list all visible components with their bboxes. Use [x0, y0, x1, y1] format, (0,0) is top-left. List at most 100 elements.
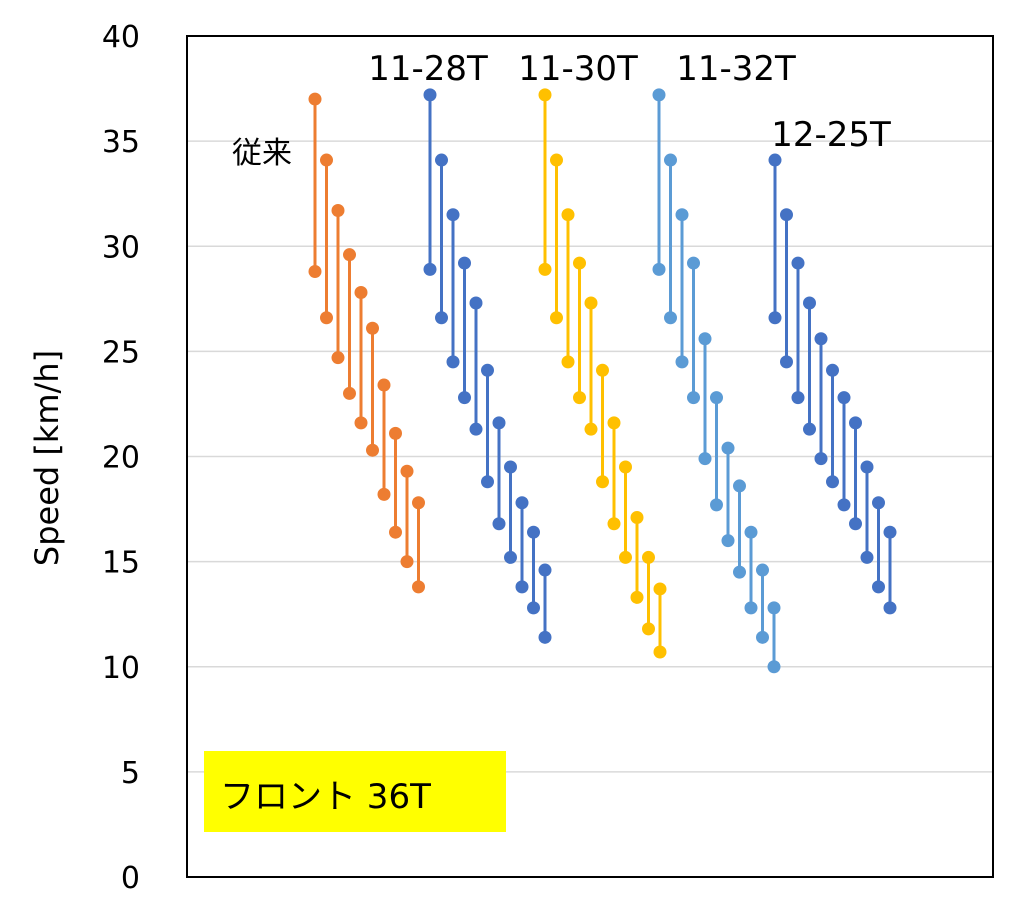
shift-top-point: [469, 296, 483, 310]
shift-bottom-point: [780, 355, 793, 369]
gridlines: [187, 140, 993, 773]
shift-connector: [787, 263, 799, 362]
y-tick-label: 15: [102, 546, 140, 581]
shift-bottom-point: [492, 517, 506, 531]
shift-bottom-point: [767, 660, 781, 674]
shift-connector: [821, 370, 833, 458]
shift-connector: [350, 293, 362, 394]
shift-connector: [659, 160, 671, 269]
shift-top-point: [826, 363, 839, 377]
shift-connector: [798, 303, 810, 398]
series-labels: 従来 11-28T 11-30T 11-32T 12-25T: [232, 49, 891, 171]
shift-top-point: [664, 153, 677, 167]
shift-bottom-point: [331, 351, 345, 365]
shift-top-point: [803, 296, 816, 310]
shift-bottom-point: [791, 391, 805, 405]
shift-bottom-point: [814, 452, 828, 466]
y-axis-title: Speed [km/h]: [28, 350, 66, 566]
series-label: 11-32T: [676, 49, 796, 89]
y-tick-label: 10: [102, 651, 140, 686]
shift-top-point: [883, 525, 897, 539]
shift-bottom-point: [744, 601, 758, 615]
shift-bottom-point: [561, 355, 575, 369]
shift-top-point: [423, 88, 437, 102]
shift-bottom-point: [664, 311, 677, 325]
shift-top-point: [492, 416, 506, 430]
shift-top-point: [389, 426, 402, 440]
shift-top-point: [354, 286, 368, 300]
shift-connector: [844, 423, 856, 505]
shift-bottom-point: [412, 580, 425, 594]
shift-top-point: [400, 464, 414, 478]
shift-bottom-point: [515, 580, 529, 594]
shift-connector: [476, 370, 488, 429]
shift-top-point: [446, 208, 460, 222]
shift-top-point: [814, 332, 828, 346]
shift-connector: [442, 215, 454, 318]
shift-bottom-point: [883, 601, 897, 615]
shift-bottom-point: [756, 630, 769, 644]
shift-bottom-point: [768, 311, 782, 325]
front-chainring-box: [204, 751, 506, 832]
shift-connector: [338, 255, 350, 358]
shift-bottom-point: [607, 517, 621, 531]
shift-bottom-point: [504, 550, 517, 564]
shift-top-point: [573, 256, 586, 270]
shift-top-point: [698, 332, 712, 346]
shift-top-point: [458, 256, 471, 270]
shift-bottom-point: [308, 264, 322, 278]
shift-bottom-point: [550, 311, 563, 325]
shift-connector: [614, 467, 626, 524]
shift-connector: [361, 328, 373, 423]
shift-bottom-point: [675, 355, 689, 369]
y-tick-label: 35: [102, 125, 140, 160]
shift-top-point: [642, 550, 655, 564]
shift-connector: [384, 433, 396, 494]
shift-bottom-point: [469, 422, 483, 436]
shift-top-point: [607, 416, 621, 430]
shift-bottom-point: [872, 580, 885, 594]
shift-bottom-point: [527, 601, 540, 615]
shift-bottom-point: [389, 525, 402, 539]
series-label: 従来: [232, 136, 292, 171]
shift-bottom-point: [721, 534, 735, 548]
shift-top-point: [377, 378, 391, 392]
series-label: 11-28T: [368, 49, 488, 89]
shift-top-point: [538, 563, 552, 577]
shift-bottom-point: [446, 355, 460, 369]
shift-top-point: [550, 153, 563, 167]
shift-connector: [488, 423, 500, 482]
shift-bottom-point: [653, 645, 667, 659]
shift-connector: [407, 503, 419, 562]
shift-bottom-point: [803, 422, 816, 436]
shift-top-point: [780, 208, 793, 222]
shift-top-point: [320, 153, 333, 167]
series-label: 12-25T: [771, 115, 891, 155]
shift-connector: [327, 211, 339, 318]
shift-top-point: [767, 601, 781, 615]
shift-connector: [591, 370, 603, 429]
shift-bottom-point: [400, 555, 414, 569]
series-4: [768, 153, 897, 615]
shift-connector: [430, 160, 442, 269]
series-3: [652, 88, 781, 674]
shift-connector: [867, 503, 879, 558]
shift-bottom-point: [630, 590, 644, 604]
shift-connector: [775, 215, 787, 318]
y-axis-ticks: 0 5 10 15 20 25 30 35 40: [102, 20, 140, 896]
shift-connector: [682, 263, 694, 362]
y-tick-label: 20: [102, 441, 140, 476]
shift-top-point: [331, 204, 345, 218]
shift-connector: [315, 160, 327, 271]
shift-bottom-point: [458, 391, 471, 405]
shift-bottom-point: [849, 517, 862, 531]
y-tick-label: 25: [102, 335, 140, 370]
shift-bottom-point: [652, 262, 666, 276]
shift-top-point: [768, 153, 782, 167]
shift-top-point: [481, 363, 494, 377]
shift-connector: [580, 303, 592, 398]
shift-top-point: [584, 296, 598, 310]
shift-top-point: [561, 208, 575, 222]
shift-bottom-point: [710, 498, 723, 512]
series-label: 11-30T: [518, 49, 638, 89]
